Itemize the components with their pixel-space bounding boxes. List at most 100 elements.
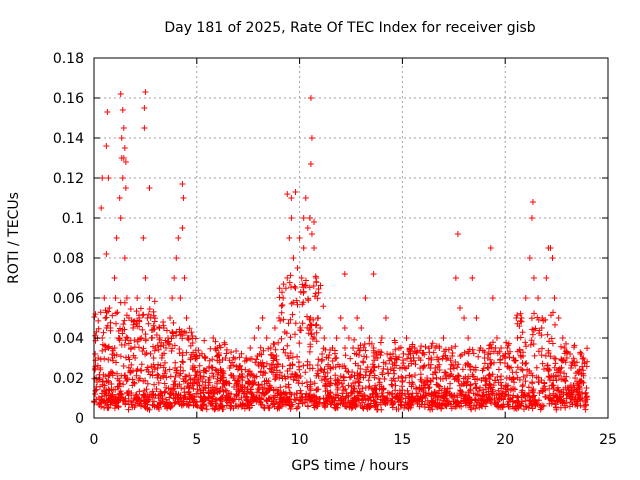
data-point — [130, 325, 137, 331]
data-point — [498, 345, 505, 351]
data-point — [292, 189, 299, 195]
data-point — [366, 335, 373, 341]
data-point — [374, 355, 381, 361]
data-point — [134, 295, 141, 301]
data-point — [329, 345, 336, 351]
data-point — [487, 245, 494, 251]
data-point — [99, 335, 106, 341]
data-point — [179, 225, 186, 231]
data-point — [461, 315, 468, 321]
y-tick-label: 0.02 — [53, 371, 84, 387]
data-point — [146, 185, 153, 191]
data-point — [128, 345, 135, 351]
data-point — [187, 355, 194, 361]
data-point — [142, 89, 149, 95]
data-point — [506, 365, 513, 371]
data-point — [580, 355, 587, 361]
data-point — [218, 375, 225, 381]
data-point — [259, 315, 266, 321]
data-point — [325, 355, 332, 361]
data-point — [452, 275, 459, 281]
data-point — [378, 335, 385, 341]
data-point — [95, 355, 102, 361]
data-point — [341, 271, 348, 277]
data-point — [545, 245, 552, 251]
data-point — [514, 335, 521, 341]
data-point — [113, 235, 120, 241]
data-point — [526, 255, 533, 261]
data-point — [243, 355, 250, 361]
data-point — [206, 365, 213, 371]
data-point — [116, 195, 123, 201]
data-point — [510, 355, 517, 361]
data-point — [290, 255, 297, 261]
data-point — [247, 345, 254, 351]
data-point — [103, 251, 110, 257]
data-point — [175, 235, 182, 241]
data-point — [306, 215, 313, 221]
data-point — [185, 335, 192, 341]
data-point — [120, 155, 127, 161]
data-point — [489, 295, 496, 301]
data-point — [132, 355, 139, 361]
data-point — [169, 295, 176, 301]
data-point — [150, 355, 157, 361]
data-point — [583, 385, 590, 391]
data-point — [436, 345, 443, 351]
data-point — [473, 315, 480, 321]
data-point — [120, 125, 127, 131]
data-point — [354, 315, 361, 321]
data-point — [117, 91, 124, 97]
data-point — [469, 275, 476, 281]
data-point — [448, 345, 455, 351]
chart-title: Day 181 of 2025, Rate Of TEC Index for r… — [164, 20, 535, 36]
y-tick-label: 0.1 — [62, 211, 84, 227]
data-point — [350, 345, 357, 351]
data-point — [576, 379, 583, 385]
data-point — [502, 355, 509, 361]
data-point — [493, 335, 500, 341]
y-tick-label: 0.18 — [53, 51, 84, 67]
data-point — [104, 109, 111, 115]
data-point — [106, 305, 113, 311]
data-point — [341, 325, 348, 331]
data-point — [387, 355, 394, 361]
data-point — [152, 345, 159, 351]
data-point — [173, 255, 180, 261]
data-point — [180, 195, 187, 201]
data-point — [239, 371, 246, 377]
data-point — [522, 295, 529, 301]
data-point — [156, 335, 163, 341]
dense-point-cloud — [91, 272, 591, 413]
data-point — [292, 285, 299, 291]
data-point — [403, 335, 410, 341]
data-point — [146, 295, 153, 301]
y-tick-labels: 0 0.02 0.04 0.06 0.08 0.1 0.12 0.14 0.16 0.18 — [53, 51, 84, 427]
y-tick-label: 0.04 — [53, 331, 84, 347]
data-point — [144, 315, 151, 321]
y-tick-label: 0.12 — [53, 171, 84, 187]
data-point — [141, 105, 148, 111]
data-point — [165, 335, 172, 341]
data-point — [529, 199, 536, 205]
x-tick-label: 5 — [192, 432, 201, 448]
data-point — [111, 275, 118, 281]
data-point — [454, 231, 461, 237]
data-point — [288, 195, 295, 201]
data-point — [395, 375, 402, 381]
data-point — [123, 295, 130, 301]
data-point — [440, 335, 447, 341]
y-tick-label: 0 — [75, 411, 84, 427]
y-tick-label: 0.08 — [53, 251, 84, 267]
data-point — [119, 175, 126, 181]
data-point — [251, 335, 258, 341]
data-point — [119, 107, 126, 113]
data-point — [271, 325, 278, 331]
data-point — [276, 315, 283, 321]
data-point — [118, 135, 125, 141]
data-point — [304, 225, 311, 231]
data-point — [317, 325, 324, 331]
data-point — [154, 365, 161, 371]
data-point — [158, 355, 165, 361]
